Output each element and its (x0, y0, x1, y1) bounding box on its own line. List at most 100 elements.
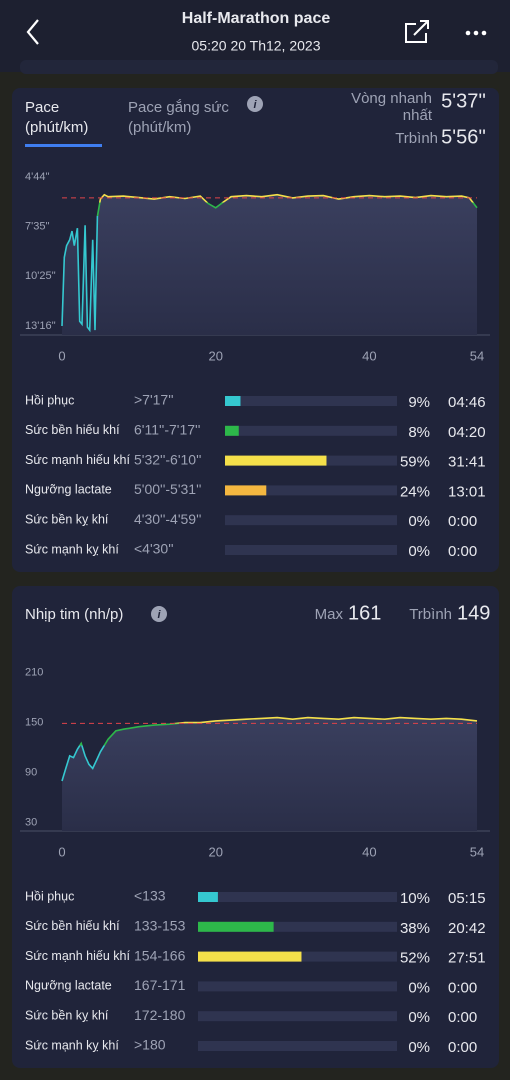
y-tick-label: 13'16'' (25, 320, 56, 332)
tab-unit: (phút/km) (25, 119, 88, 136)
zone-bar (198, 921, 274, 932)
y-tick-label: 150 (25, 716, 43, 728)
zone-track (225, 485, 397, 496)
avg-label: Trbình (409, 606, 452, 623)
zone-name: Ngưỡng lactate (25, 979, 112, 993)
zone-range: 133-153 (134, 918, 186, 934)
subtitle: 05:20 20 Th12, 2023 (192, 38, 321, 54)
zone-percent: 0% (408, 543, 430, 560)
zone-bar (225, 425, 239, 436)
zone-range: 6'11''-7'17'' (134, 422, 200, 438)
zone-percent: 38% (400, 920, 430, 937)
zone-track (198, 1041, 397, 1051)
zone-name: Sức mạnh kỵ khí (25, 542, 119, 556)
area (62, 717, 477, 831)
zone-percent: 0% (408, 1039, 430, 1056)
max-label: Max (315, 606, 344, 623)
share-button[interactable] (405, 20, 429, 43)
zone-name: Sức mạnh hiếu khí (25, 453, 130, 467)
x-tick-label: 20 (208, 348, 222, 363)
zone-range: >180 (134, 1037, 166, 1053)
zone-range: 172-180 (134, 1007, 186, 1023)
zone-bar (225, 485, 267, 496)
zone-time: 05:15 (448, 890, 486, 907)
zone-percent: 52% (400, 950, 430, 967)
x-tick-label: 40 (362, 844, 376, 859)
y-tick-label: 90 (25, 767, 37, 779)
zone-name: Sức bền hiếu khí (25, 919, 120, 933)
zone-time: 0:00 (448, 1039, 477, 1056)
zone-bar (225, 455, 327, 466)
line (61, 193, 478, 333)
zone-name: Sức bền kỵ khí (25, 1008, 109, 1022)
zone-range: 4'30''-4'59'' (134, 511, 201, 527)
zone-time: 27:51 (448, 950, 486, 967)
zone-bar (198, 951, 302, 962)
info-icon[interactable] (247, 96, 263, 112)
x-tick-label: 20 (208, 844, 222, 859)
best-label: Vòng nhanh nhất (351, 90, 432, 124)
zone-time: 0:00 (448, 1009, 477, 1026)
tab-underline (25, 144, 102, 147)
back-button[interactable] (26, 19, 39, 45)
zone-name: Hồi phục (25, 889, 74, 903)
zone-percent: 10% (400, 890, 430, 907)
x-tick-label: 0 (58, 348, 65, 363)
more-button[interactable] (465, 30, 487, 36)
zone-time: 04:20 (448, 424, 486, 441)
info-icon[interactable] (151, 606, 167, 622)
info-i: i (157, 609, 161, 621)
x-tick-label: 0 (58, 844, 65, 859)
zone-bar (198, 892, 218, 902)
zone-range: 154-166 (134, 947, 186, 963)
tab[interactable]: Pace (25, 99, 59, 116)
y-tick-label: 4'44'' (25, 171, 50, 183)
zone-track (198, 921, 397, 932)
zone-name: Sức mạnh hiếu khí (25, 949, 130, 963)
heart-title: Nhịp tim (nh/p) (25, 606, 123, 623)
x-tick-label: 40 (362, 348, 376, 363)
zone-track (198, 981, 397, 992)
zone-time: 0:00 (448, 513, 477, 530)
best-value: 5'37'' (441, 90, 486, 112)
zone-bar (225, 396, 241, 406)
zone-percent: 8% (408, 424, 430, 441)
zone-percent: 0% (408, 979, 430, 996)
y-tick-label: 10'25'' (25, 270, 56, 282)
zone-track (198, 892, 397, 902)
zone-track (225, 425, 397, 436)
zone-name: Ngưỡng lactate (25, 483, 112, 497)
tab2-unit: (phút/km) (128, 119, 191, 136)
zone-percent: 24% (400, 483, 430, 500)
x-tick-label: 54 (470, 844, 484, 859)
zone-range: <4'30'' (134, 541, 174, 557)
zone-track (225, 396, 397, 406)
zone-percent: 9% (408, 394, 430, 411)
tab2[interactable]: Pace gắng sức (128, 99, 229, 116)
zone-track (225, 545, 397, 555)
zone-percent: 0% (408, 1009, 430, 1026)
avg-value: 5'56'' (441, 126, 486, 148)
zone-track (225, 515, 397, 526)
zone-name: Sức mạnh kỵ khí (25, 1038, 119, 1052)
zone-range: 167-171 (134, 977, 186, 993)
zone-percent: 0% (408, 513, 430, 530)
title: Half-Marathon pace (182, 10, 331, 27)
zone-name: Hồi phục (25, 393, 74, 407)
y-tick-label: 210 (25, 666, 43, 678)
zone-time: 31:41 (448, 454, 486, 471)
card-edge (20, 60, 498, 74)
y-tick-label: 30 (25, 817, 37, 829)
zone-range: <133 (134, 888, 166, 904)
area (62, 194, 477, 335)
avg-value: 149 (457, 602, 490, 624)
zone-name: Sức bền kỵ khí (25, 512, 109, 526)
zone-percent: 59% (400, 454, 430, 471)
zone-time: 0:00 (448, 979, 477, 996)
zone-time: 20:42 (448, 920, 486, 937)
zone-track (198, 1011, 397, 1022)
max-value: 161 (348, 602, 381, 624)
y-tick-label: 7'35'' (25, 221, 50, 233)
